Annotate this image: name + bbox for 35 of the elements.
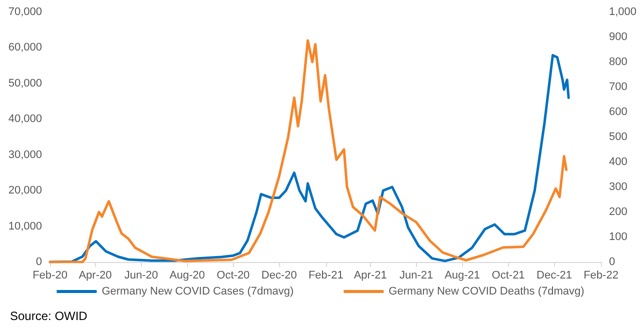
x-tick-label: Dec-21 [536, 270, 572, 282]
legend-label: Germany New COVID Cases (7dmavg) [102, 286, 294, 298]
y-tick-label: 20,000 [8, 184, 42, 197]
y-tick-label: 70,000 [8, 6, 42, 18]
x-tick-label: Jun-20 [124, 270, 158, 282]
x-tick-label: Feb-21 [308, 270, 344, 282]
y2-tick-label: 500 [609, 131, 628, 143]
y2-tick-label: 400 [609, 156, 628, 168]
x-tick-label: Apr-20 [78, 270, 112, 282]
y2-tick-label: 700 [609, 81, 628, 93]
source-note: Source: OWID [10, 309, 88, 323]
y-tick-label: 30,000 [8, 148, 42, 161]
x-tick-label: Feb-20 [32, 270, 68, 282]
y2-tick-label: 1,000 [609, 6, 637, 18]
y-tick-label: 0 [36, 256, 42, 268]
y2-tick-label: 300 [609, 181, 628, 193]
y2-tick-label: 100 [609, 231, 628, 243]
legend-label: Germany New COVID Deaths (7dmavg) [388, 286, 584, 298]
y2-tick-label: 0 [609, 256, 616, 268]
y2-tick-label: 200 [609, 206, 628, 218]
y-tick-label: 40,000 [8, 113, 42, 126]
x-tick-label: Oct-20 [216, 270, 250, 282]
y2-tick-label: 900 [609, 31, 628, 43]
x-tick-label: Feb-22 [584, 270, 618, 282]
x-tick-label: Aug-21 [444, 270, 480, 282]
y2-tick-label: 600 [609, 106, 628, 118]
x-tick-label: Oct-21 [492, 270, 525, 282]
x-tick-label: Jun-21 [400, 270, 434, 282]
x-tick-label: Aug-20 [169, 270, 205, 282]
y-tick-label: 60,000 [8, 42, 42, 54]
y-tick-label: 50,000 [8, 77, 42, 90]
y2-tick-label: 800 [609, 56, 628, 68]
x-tick-label: Apr-21 [354, 270, 387, 282]
x-tick-label: Dec-20 [261, 270, 297, 282]
y-tick-label: 10,000 [8, 220, 42, 232]
